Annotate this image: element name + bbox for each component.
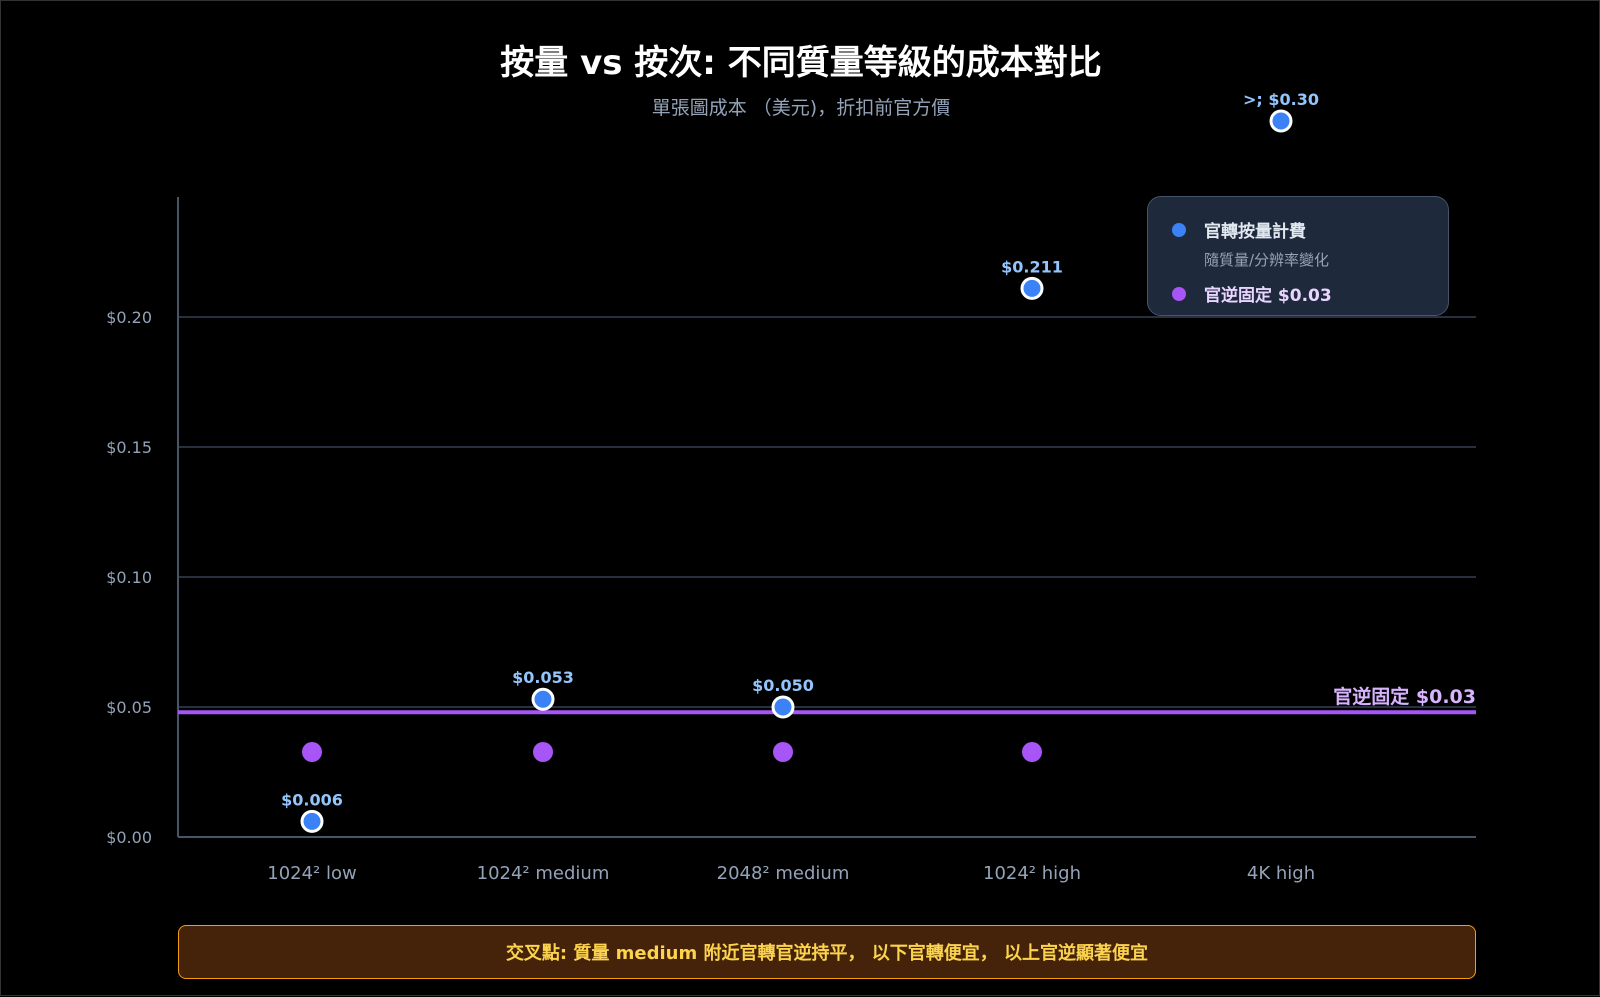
data-label: $0.053 bbox=[512, 668, 574, 687]
legend: 官轉按量計費 隨質量/分辨率變化 官逆固定 $0.03 bbox=[1147, 196, 1449, 316]
data-label: >; $0.30 bbox=[1243, 90, 1319, 109]
legend-item-fixed: 官逆固定 $0.03 bbox=[1172, 281, 1332, 306]
data-label: $0.211 bbox=[1001, 257, 1063, 276]
legend-sublabel: 隨質量/分辨率變化 bbox=[1204, 251, 1330, 269]
usage-price-point bbox=[771, 695, 795, 719]
legend-label: 官轉按量計費 bbox=[1204, 222, 1306, 242]
x-tick-label: 4K high bbox=[1247, 863, 1315, 884]
chart-title: 按量 vs 按次: 不同質量等級的成本對比 bbox=[500, 43, 1102, 83]
legend-dot-icon bbox=[1172, 222, 1186, 237]
y-tick-label: $0.00 bbox=[106, 828, 152, 847]
usage-price-point bbox=[531, 687, 555, 711]
legend-dot-icon bbox=[1172, 286, 1186, 301]
y-tick-label: $0.20 bbox=[106, 308, 152, 327]
fixed-price-point bbox=[1022, 742, 1042, 762]
fixed-price-point bbox=[773, 742, 793, 762]
fixed-price-point bbox=[533, 742, 553, 762]
x-tick-label: 1024² medium bbox=[477, 863, 610, 884]
legend-item-per-usage: 官轉按量計費 bbox=[1172, 217, 1306, 242]
y-tick-label: $0.10 bbox=[106, 568, 152, 587]
annotation-banner: 交叉點: 質量 medium 附近官轉官逆持平， 以下官轉便宜， 以上官逆顯著便… bbox=[178, 925, 1476, 979]
legend-label: 官逆固定 $0.03 bbox=[1204, 286, 1332, 306]
reference-line-label: 官逆固定 $0.03 bbox=[1333, 685, 1476, 708]
x-tick-label: 2048² medium bbox=[717, 863, 850, 884]
usage-price-point bbox=[1269, 109, 1293, 133]
fixed-price-point bbox=[302, 742, 322, 762]
x-tick-label: 1024² high bbox=[983, 863, 1081, 884]
data-label: $0.006 bbox=[281, 790, 343, 809]
data-label: $0.050 bbox=[752, 676, 814, 695]
chart-subtitle: 單張圖成本 （美元)，折扣前官方價 bbox=[651, 97, 951, 119]
y-tick-label: $0.05 bbox=[106, 698, 152, 717]
usage-price-point bbox=[300, 809, 324, 833]
usage-price-point bbox=[1020, 276, 1044, 300]
y-tick-label: $0.15 bbox=[106, 438, 152, 457]
x-tick-label: 1024² low bbox=[267, 863, 356, 884]
